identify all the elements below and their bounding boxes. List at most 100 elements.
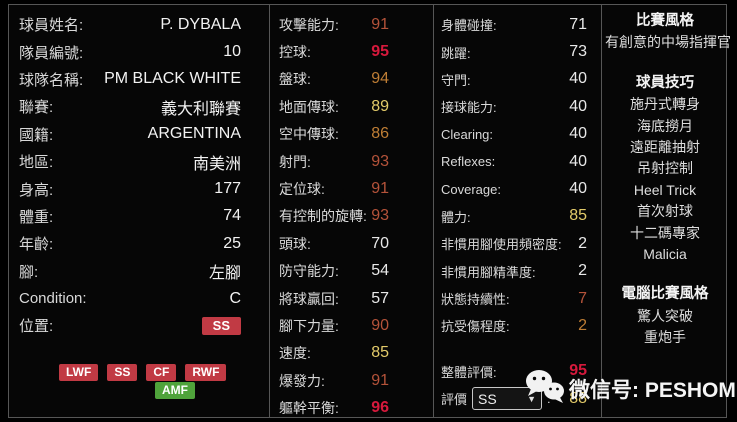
stat-value: 70 [371,234,389,252]
spacer [605,54,725,73]
stat-value: 90 [371,316,389,334]
position-row: 位置: SS [19,312,241,339]
stat-row: 非慣用腳精準度: 2 [441,258,587,285]
stat-label: 狀態持續性: [441,292,510,308]
stat-value: 85 [569,207,587,225]
info-label: Condition: [19,290,87,308]
stat-value: 57 [371,289,389,307]
stat-label: 定位球: [279,181,325,198]
rating-dropdown[interactable]: SS ▼ [472,387,543,411]
info-row: 聯賽: 義大利聯賽 [19,93,241,120]
stat-label: 地面傳球: [279,98,339,115]
stat-value: 54 [371,262,389,280]
info-label: 球隊名稱: [19,71,84,89]
stat-row: 爆發力: 91 [279,367,389,394]
info-row: 年齡: 25 [19,230,241,257]
rating-colon: : [547,391,551,407]
stat-row: 將球贏回: 57 [279,285,389,312]
info-row: 球員姓名: P. DYBALA [19,11,241,38]
stat-row: 接球能力: 40 [441,93,587,120]
stat-value: 2 [578,316,587,334]
stat-value: 40 [569,180,587,198]
stat-label: 守門: [441,72,471,88]
info-value: 25 [223,234,241,252]
player-skill-item: Heel Trick [633,181,697,198]
stat-label: 爆發力: [279,372,325,389]
stat-row: 狀態持續性: 7 [441,285,587,312]
stat-value: 40 [569,97,587,115]
stat-label: 跳躍: [441,45,471,61]
stat-label: Clearing: [441,126,494,142]
spacer [441,340,587,358]
stat-label: 體力: [441,209,471,225]
player-info-column: 球員姓名: P. DYBALA 隊員編號: 10 球隊名稱: PM BLACK … [19,11,241,340]
position-toggle-badge[interactable]: RWF [185,364,227,381]
info-value: PM BLACK WHITE [104,70,241,88]
position-label: 位置: [19,318,54,336]
stat-value: 93 [371,152,389,170]
stat-row: 速度: 85 [279,340,389,367]
player-skill-item: 十二碼專家 [630,224,700,241]
info-label: 隊員編號: [19,44,84,62]
com-style-list: 驚人突破 重炮手 [605,306,725,349]
stat-label: Reflexes: [441,154,496,170]
stat-row: 空中傳球: 86 [279,121,389,148]
stat-label: 攻擊能力: [279,16,339,33]
info-row: 身高: 177 [19,175,241,202]
player-skills-list: 施丹式轉身 海底撈月 遠距離抽射 吊射控制 Heel Trick 首次射球 十二… [605,94,725,265]
stat-label: 將球贏回: [279,290,339,307]
stat-value: 2 [578,234,587,252]
stat-label: 控球: [279,44,311,61]
position-toggle-badge[interactable]: SS [107,364,138,381]
info-value: 南美洲 [192,155,241,173]
player-skill-item: Malicia [643,245,687,262]
play-styles-column: 比賽風格 有創意的中場指揮官 球員技巧 施丹式轉身 海底撈月 遠距離抽射 吊射控… [605,11,731,349]
position-toggle-badge[interactable]: CF [146,364,177,381]
stat-row: 定位球: 91 [279,175,389,202]
player-info-list: 球員姓名: P. DYBALA 隊員編號: 10 球隊名稱: PM BLACK … [19,11,241,312]
player-skill-item: 吊射控制 [637,160,693,177]
column-divider [433,5,434,417]
column-divider [601,5,602,417]
stat-row: 非慣用腳使用頻密度: 2 [441,230,587,257]
position-toggle-badge[interactable]: AMF [155,382,195,399]
stat-label: 射門: [279,153,311,170]
stat-value: 96 [371,399,389,417]
stat-value: 2 [578,262,587,280]
info-row: 地區: 南美洲 [19,148,241,175]
position-toggle-badge[interactable]: LWF [59,364,99,381]
overall-rating-label: 整體評價: [441,364,497,380]
info-label: 地區: [19,154,54,172]
spacer [605,265,725,284]
stat-value: 86 [371,125,389,143]
stat-label: 接球能力: [441,100,497,116]
stat-row: 體力: 85 [441,203,587,230]
stat-row: 盤球: 94 [279,66,389,93]
stats-panel: 球員姓名: P. DYBALA 隊員編號: 10 球隊名稱: PM BLACK … [8,4,731,418]
info-row: 國籍: ARGENTINA [19,121,241,148]
stat-label: 頭球: [279,235,311,252]
info-value: ARGENTINA [147,125,241,143]
player-skill-item: 海底撈月 [637,117,693,134]
player-skill-item: 施丹式轉身 [630,96,700,113]
wechat-icon [524,368,566,409]
stat-value: 95 [371,43,389,61]
rating-dropdown-value: SS [478,390,497,407]
stat-row: 攻擊能力: 91 [279,11,389,38]
com-style-item: 驚人突破 [637,307,693,324]
stat-label: 軀幹平衡: [279,400,339,417]
stat-row: 腳下力量: 90 [279,312,389,339]
stat-label: 防守能力: [279,263,339,280]
stat-row: 頭球: 70 [279,230,389,257]
stat-row: Reflexes: 40 [441,148,587,175]
dropdown-arrow-icon: ▼ [527,393,537,404]
stat-row: 射門: 93 [279,148,389,175]
info-row: 隊員編號: 10 [19,38,241,65]
play-style-item: 有創意的中場指揮官 [605,34,731,51]
play-style-header: 比賽風格 [636,13,694,29]
player-skills-header: 球員技巧 [636,74,694,91]
info-label: 年齡: [19,236,54,254]
stat-value: 93 [371,207,389,225]
stat-value: 40 [569,152,587,170]
stat-row: Clearing: 40 [441,121,587,148]
